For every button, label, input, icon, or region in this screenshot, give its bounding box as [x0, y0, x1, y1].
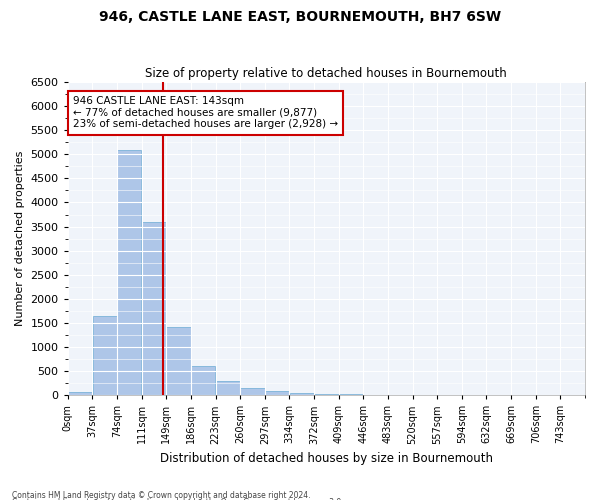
Title: Size of property relative to detached houses in Bournemouth: Size of property relative to detached ho…	[145, 66, 507, 80]
Bar	[241, 388, 265, 395]
Y-axis label: Number of detached properties: Number of detached properties	[15, 151, 25, 326]
Bar	[314, 394, 338, 395]
Bar	[215, 380, 240, 395]
Bar	[166, 326, 191, 395]
Bar	[290, 392, 314, 395]
X-axis label: Distribution of detached houses by size in Bournemouth: Distribution of detached houses by size …	[160, 452, 493, 465]
Text: Contains HM Land Registry data © Crown copyright and database right 2024.: Contains HM Land Registry data © Crown c…	[12, 490, 311, 500]
Bar	[68, 392, 92, 395]
Bar	[339, 394, 363, 395]
Text: 946, CASTLE LANE EAST, BOURNEMOUTH, BH7 6SW: 946, CASTLE LANE EAST, BOURNEMOUTH, BH7 …	[99, 10, 501, 24]
Bar	[117, 150, 142, 395]
Bar	[92, 316, 117, 395]
Text: 946 CASTLE LANE EAST: 143sqm
← 77% of detached houses are smaller (9,877)
23% of: 946 CASTLE LANE EAST: 143sqm ← 77% of de…	[73, 96, 338, 130]
Bar	[191, 366, 215, 395]
Bar	[142, 222, 166, 395]
Text: Contains public sector information licensed under the Open Government Licence v3: Contains public sector information licen…	[12, 498, 344, 500]
Bar	[265, 392, 289, 395]
